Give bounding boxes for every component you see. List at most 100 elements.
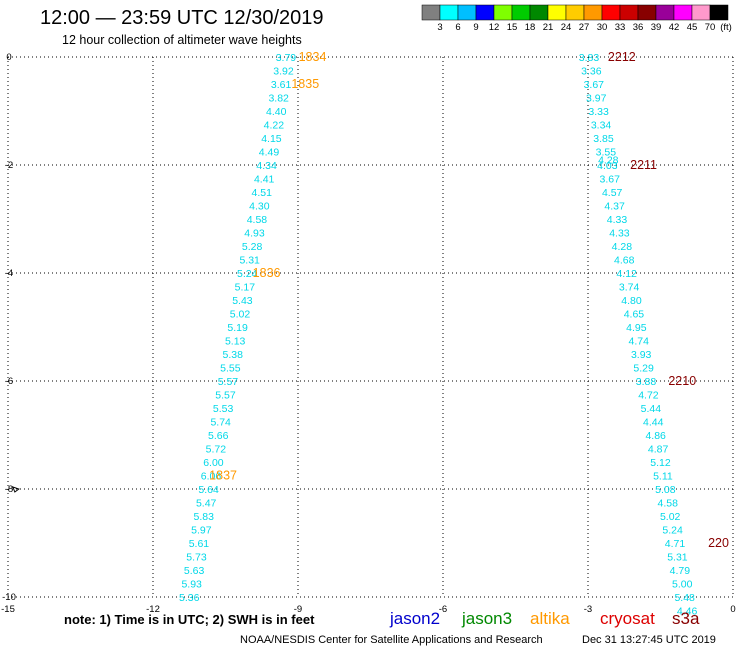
wave-height-value: 3.67	[600, 174, 621, 186]
colorbar-swatch	[691, 4, 711, 21]
wave-height-value: 5.64	[198, 484, 219, 496]
x-tick-label: -15	[1, 604, 15, 615]
colorbar-swatch	[529, 4, 549, 21]
colorbar-label: 21	[543, 22, 554, 33]
colorbar-swatch	[655, 4, 675, 21]
wave-height-value: 4.40	[266, 106, 287, 118]
wave-height-value: 4.71	[665, 538, 686, 550]
footer-credit: NOAA/NESDIS Center for Satellite Applica…	[240, 634, 543, 646]
wave-height-value: 5.24	[237, 268, 258, 280]
colorbar-label: 33	[615, 22, 626, 33]
wave-height-value: 4.95	[626, 322, 647, 334]
wave-height-value: 5.28	[242, 241, 263, 253]
wave-height-value: 5.43	[232, 295, 253, 307]
pass-time-label: 220	[708, 536, 729, 550]
wave-height-value: 5.83	[194, 511, 215, 523]
pass-time-label: 2211	[630, 158, 657, 172]
wave-height-value: 5.38	[223, 349, 244, 361]
wave-height-value: 4.57	[602, 187, 623, 199]
colorbar-swatch	[673, 4, 693, 21]
footer-generated-time: Dec 31 13:27:45 UTC 2019	[582, 634, 716, 646]
wave-height-value: 4.58	[247, 214, 268, 226]
pass-time-label: 1834	[299, 50, 327, 64]
wave-height-value: 5.66	[208, 430, 229, 442]
wave-height-value: 5.08	[655, 484, 676, 496]
wave-height-value: 4.80	[621, 295, 642, 307]
wave-height-value: 3.74	[619, 282, 640, 294]
wave-height-value: 4.37	[604, 201, 625, 213]
wave-height-value: 3.33	[588, 106, 609, 118]
colorbar-swatch	[421, 4, 441, 21]
wave-height-value: 3.55	[596, 147, 617, 159]
legend-altika: altika	[530, 609, 570, 628]
legend-jason2: jason2	[390, 609, 441, 628]
wave-height-value: 4.58	[658, 498, 679, 510]
x-tick-label: -9	[294, 604, 302, 615]
x-tick-label: -12	[146, 604, 160, 615]
wave-height-value: 5.13	[225, 336, 246, 348]
wave-height-value: 3.61	[271, 79, 292, 91]
wave-height-value: 5.53	[213, 403, 234, 415]
wave-height-value: 5.36	[179, 592, 200, 604]
x-tick-label: 0	[730, 604, 735, 615]
wave-height-value: 5.02	[660, 511, 681, 523]
wave-height-value: 4.93	[244, 228, 265, 240]
wave-height-value: 4.33	[607, 214, 628, 226]
wave-height-value: 3.79	[276, 52, 297, 64]
wave-height-value: 6.06	[201, 471, 222, 483]
colorbar-label: 24	[561, 22, 572, 33]
wave-height-value: 3.97	[586, 93, 607, 105]
colorbar-swatch	[547, 4, 567, 21]
colorbar-label: 42	[669, 22, 680, 33]
wave-height-value: 4.87	[648, 444, 669, 456]
colorbar-swatch	[475, 4, 495, 21]
wave-height-value: 5.48	[674, 592, 695, 604]
wave-height-value: 5.61	[189, 538, 210, 550]
y-tick-label: -4	[5, 268, 13, 279]
wave-height-value: 4.28	[612, 241, 633, 253]
colorbar-unit: (ft)	[720, 22, 732, 33]
wave-height-value: 3.93	[631, 349, 652, 361]
colorbar-label: 30	[597, 22, 608, 33]
wave-height-value: 5.44	[641, 403, 662, 415]
wave-height-value: 5.97	[191, 525, 212, 537]
pass-time-label: 1836	[253, 266, 281, 280]
wave-height-value: 5.17	[235, 282, 256, 294]
pass-time-label: 2212	[608, 50, 636, 64]
pass-time-label: 1837	[209, 469, 237, 483]
wave-height-value: 4.15	[261, 133, 282, 145]
x-tick-label: -6	[439, 604, 447, 615]
wave-height-value: 5.02	[230, 309, 251, 321]
footer-note: note: 1) Time is in UTC; 2) SWH is in fe…	[64, 612, 315, 627]
wave-height-value: 5.63	[184, 565, 205, 577]
wave-height-value: 4.79	[670, 565, 691, 577]
colorbar-label: 36	[633, 22, 644, 33]
colorbar-swatch	[511, 4, 531, 21]
colorbar-swatch	[565, 4, 585, 21]
colorbar-label: 15	[507, 22, 518, 33]
x-tick-label: -3	[584, 604, 592, 615]
wave-height-value: 5.31	[239, 255, 260, 267]
colorbar-swatch	[493, 4, 513, 21]
wave-height-value: 4.51	[252, 187, 273, 199]
colorbar-label: 12	[489, 22, 500, 33]
wave-height-value: 3.82	[268, 93, 289, 105]
colorbar-label: 45	[687, 22, 698, 33]
colorbar-label: 9	[473, 22, 478, 33]
wave-height-value: 4.44	[643, 417, 664, 429]
wave-height-value: 4.30	[249, 201, 270, 213]
wave-height-value: 5.24	[662, 525, 683, 537]
wave-height-value: 4.49	[259, 147, 280, 159]
wave-height-value: 5.11	[653, 471, 673, 483]
y-tick-label: -8	[5, 484, 13, 495]
colorbar-swatch	[601, 4, 621, 21]
wave-height-value: 5.00	[672, 579, 693, 591]
legend-jason3: jason3	[462, 609, 513, 628]
wave-height-value: 3.34	[591, 120, 612, 132]
pass-time-label: 1835	[291, 77, 319, 91]
colorbar-label: 39	[651, 22, 662, 33]
wave-height-value: 3.88	[636, 376, 657, 388]
legend-s3a: s3a	[672, 609, 700, 628]
wave-height-value: 5.93	[181, 579, 202, 591]
